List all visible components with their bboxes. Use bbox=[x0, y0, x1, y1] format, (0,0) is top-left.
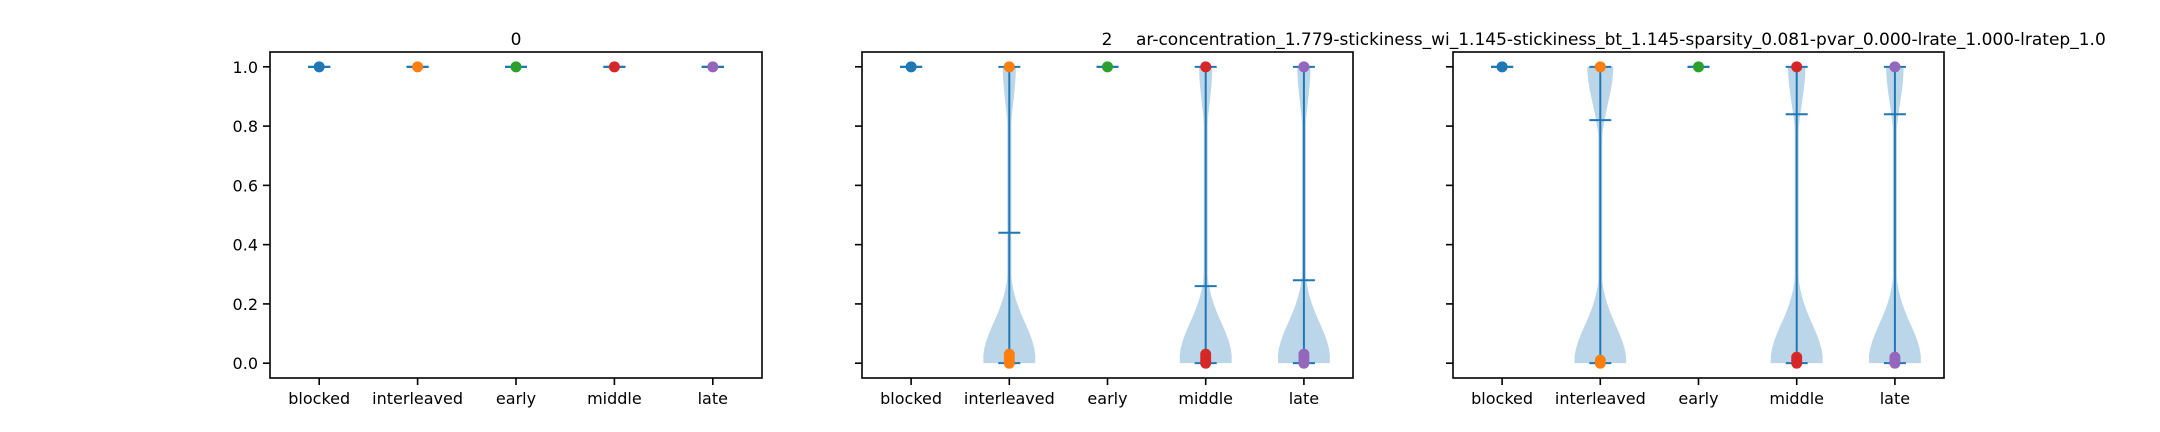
subplot-1: blocked interleaved early middle late bbox=[855, 51, 1354, 408]
data-point bbox=[510, 61, 522, 73]
x-tick-label: late bbox=[1880, 389, 1910, 408]
data-point bbox=[313, 61, 325, 73]
subplot-title-1: 2 bbox=[1102, 30, 1113, 50]
x-tick-label: early bbox=[496, 389, 536, 408]
data-point bbox=[1791, 351, 1803, 363]
data-point bbox=[1889, 351, 1901, 363]
data-point bbox=[1200, 61, 1212, 73]
y-tick-label: 0.2 bbox=[233, 295, 258, 314]
y-tick-label: 0.4 bbox=[233, 236, 258, 255]
violin-interleaved bbox=[983, 61, 1036, 369]
subplot-titles: 0 2 ar-concentration_1.779-stickiness_wi… bbox=[511, 30, 2106, 50]
data-point bbox=[1693, 61, 1704, 73]
y-tick-label: 0.0 bbox=[233, 354, 258, 373]
data-point bbox=[608, 61, 620, 73]
data-point bbox=[1594, 354, 1606, 366]
axes-frame bbox=[269, 51, 763, 379]
violin-blocked bbox=[1491, 61, 1514, 73]
violin-early bbox=[1096, 61, 1119, 73]
data-point bbox=[1594, 61, 1606, 73]
x-tick-label: interleaved bbox=[372, 389, 463, 408]
violin-middle bbox=[1770, 61, 1823, 369]
violin-late bbox=[1868, 61, 1921, 369]
data-point bbox=[905, 61, 917, 73]
x-tick-label: interleaved bbox=[964, 389, 1055, 408]
axes-frame bbox=[1452, 51, 1945, 379]
violin-blocked bbox=[308, 61, 331, 73]
subplot-panels: 0.0 0.2 0.4 0.6 0.8 1.0 blocked interleaved earl… bbox=[233, 51, 1945, 408]
violin-late bbox=[701, 61, 724, 73]
subplot-0: 0.0 0.2 0.4 0.6 0.8 1.0 blocked interleaved earl… bbox=[233, 51, 763, 408]
violin-interleaved bbox=[1574, 61, 1627, 369]
subplot-2: blocked interleaved early middle late bbox=[1446, 51, 1945, 408]
violin-late bbox=[1277, 61, 1330, 369]
y-tick-label: 1.0 bbox=[233, 58, 258, 77]
x-tick-label: interleaved bbox=[1555, 389, 1646, 408]
violin-blocked bbox=[900, 61, 923, 73]
x-tick-label: late bbox=[698, 389, 728, 408]
figure-suptitle: ar-concentration_1.779-stickiness_wi_1.1… bbox=[1136, 30, 2106, 50]
violin-early bbox=[505, 61, 527, 73]
x-tick-label: late bbox=[1289, 389, 1319, 408]
data-point bbox=[707, 61, 719, 73]
x-tick-label: early bbox=[1678, 389, 1718, 408]
violin-early bbox=[1687, 61, 1710, 73]
violin-middle bbox=[603, 61, 626, 73]
x-tick-label: blocked bbox=[880, 389, 942, 408]
y-tick-label: 0.8 bbox=[233, 117, 258, 136]
x-tick-label: middle bbox=[1769, 389, 1824, 408]
data-point bbox=[1003, 61, 1015, 73]
x-tick-label: blocked bbox=[288, 389, 350, 408]
data-point bbox=[1496, 61, 1508, 73]
data-point bbox=[1889, 61, 1901, 73]
data-point bbox=[1200, 348, 1212, 360]
data-point bbox=[1298, 61, 1310, 73]
axes-frame bbox=[861, 51, 1354, 379]
data-point bbox=[412, 61, 424, 73]
data-point bbox=[1102, 61, 1113, 73]
data-point bbox=[1003, 348, 1015, 360]
x-tick-label: middle bbox=[587, 389, 642, 408]
x-tick-label: early bbox=[1087, 389, 1127, 408]
y-tick-label: 0.6 bbox=[233, 176, 258, 195]
violin-interleaved bbox=[406, 61, 429, 73]
data-point bbox=[1791, 61, 1803, 73]
x-tick-label: middle bbox=[1178, 389, 1233, 408]
data-point bbox=[1298, 348, 1310, 360]
subplot-title-0: 0 bbox=[511, 30, 522, 50]
x-tick-label: blocked bbox=[1471, 389, 1533, 408]
violin-middle bbox=[1179, 61, 1232, 369]
